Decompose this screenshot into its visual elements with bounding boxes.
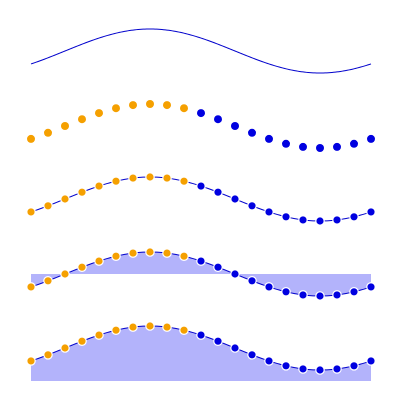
data-point <box>333 142 341 151</box>
series-line <box>30 28 372 74</box>
data-point <box>213 336 223 346</box>
data-point <box>179 251 189 262</box>
data-point <box>60 269 70 279</box>
data-point <box>213 187 223 197</box>
data-point <box>77 187 87 197</box>
data-point <box>162 322 172 332</box>
panel-fill-to-bottom <box>26 321 376 381</box>
data-point <box>61 122 69 130</box>
data-point <box>146 100 154 108</box>
data-point <box>77 262 87 272</box>
data-point <box>367 134 375 143</box>
data-point <box>145 172 155 182</box>
data-point <box>350 139 358 148</box>
data-point <box>111 251 121 262</box>
data-point <box>315 216 325 226</box>
data-point <box>281 360 291 371</box>
data-point <box>196 330 206 340</box>
data-point <box>265 134 273 143</box>
data-point <box>247 275 257 286</box>
data-point <box>43 275 53 286</box>
data-point <box>26 207 36 217</box>
data-point <box>298 364 308 374</box>
data-point <box>128 322 138 332</box>
data-point <box>230 343 240 353</box>
data-point <box>264 356 274 366</box>
data-point <box>281 286 291 297</box>
panel-fill-to-zero <box>26 247 376 301</box>
data-point <box>366 282 376 292</box>
data-point <box>316 144 324 152</box>
data-point <box>213 262 223 272</box>
data-point <box>332 215 342 225</box>
data-point <box>196 181 206 191</box>
data-point <box>299 142 307 151</box>
data-point <box>95 109 103 118</box>
data-point <box>26 282 36 292</box>
data-point <box>197 109 205 118</box>
data-point <box>282 139 290 148</box>
data-point <box>298 215 308 225</box>
data-point <box>179 325 189 335</box>
data-point <box>163 101 171 110</box>
data-point <box>162 248 172 258</box>
data-point <box>26 356 36 366</box>
data-point <box>145 321 155 331</box>
data-point <box>247 349 257 360</box>
data-point <box>179 176 189 186</box>
area-fill <box>31 252 371 296</box>
data-point <box>230 194 240 204</box>
data-point <box>128 248 138 258</box>
data-point <box>248 128 256 137</box>
data-point <box>27 134 35 143</box>
data-point <box>196 256 206 266</box>
data-point <box>111 325 121 335</box>
data-point <box>349 212 359 222</box>
data-point <box>247 201 257 211</box>
panel-points <box>27 100 375 152</box>
data-point <box>315 291 325 301</box>
data-point <box>129 101 137 110</box>
data-point <box>94 256 104 266</box>
data-point <box>43 201 53 211</box>
data-point <box>180 104 188 113</box>
panel-line <box>30 28 372 74</box>
data-point <box>78 115 86 124</box>
data-point <box>264 207 274 217</box>
data-point <box>111 176 121 186</box>
data-point <box>349 360 359 371</box>
data-point <box>281 212 291 222</box>
data-point <box>162 173 172 183</box>
panel-line-points <box>26 172 376 226</box>
data-point <box>332 290 342 300</box>
data-point <box>349 286 359 297</box>
data-point <box>332 364 342 374</box>
data-point <box>77 336 87 346</box>
data-point <box>230 269 240 279</box>
data-point <box>112 104 120 113</box>
data-point <box>145 247 155 257</box>
data-point <box>60 343 70 353</box>
data-point <box>94 181 104 191</box>
data-point <box>128 173 138 183</box>
data-point <box>231 122 239 130</box>
data-point <box>366 356 376 366</box>
data-point <box>94 330 104 340</box>
data-point <box>366 207 376 217</box>
data-point <box>264 282 274 292</box>
data-point <box>60 194 70 204</box>
data-point <box>44 128 52 137</box>
data-point <box>315 365 325 375</box>
data-point <box>43 349 53 360</box>
data-point <box>214 115 222 124</box>
data-point <box>298 290 308 300</box>
